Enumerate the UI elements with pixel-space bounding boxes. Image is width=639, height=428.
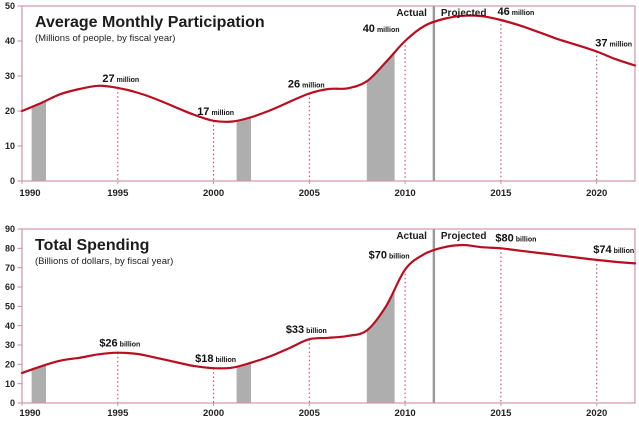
x-tick-label: 2015 [490, 408, 512, 419]
x-tick-label: 2015 [490, 188, 512, 199]
y-tick-label: 40 [5, 36, 15, 46]
x-tick-label: 2005 [299, 408, 321, 419]
x-tick-label: 2020 [586, 188, 607, 199]
chart-subtitle: (Millions of people, by fiscal year) [35, 33, 175, 44]
chart-0: 0 10 20 30 40 50 1990 1995 2000 2005 2010 2015 2020 2… [5, 1, 637, 199]
plot-border [21, 228, 636, 404]
annotation-label: 26 million [288, 79, 325, 91]
y-tick-label: 30 [5, 340, 15, 350]
y-tick-label: 20 [5, 360, 15, 370]
chart-title: Average Monthly Participation [35, 14, 265, 31]
chart-1: 0 10 20 30 40 50 60 70 80 90 1990 1995 2000 2005 2010 2… [5, 224, 637, 419]
projected-label: Projected [441, 8, 487, 19]
y-tick-label: 40 [5, 321, 15, 331]
recession-band [236, 15, 251, 181]
y-tick-label: 50 [5, 302, 15, 312]
annotation-label: $80 billion [495, 232, 536, 244]
projected-label: Projected [441, 231, 487, 242]
x-tick-label: 1990 [19, 188, 40, 199]
data-curve [20, 243, 637, 375]
x-tick-label: 2020 [586, 408, 607, 419]
chart-title: Total Spending [35, 237, 149, 254]
annotation-label: $18 billion [195, 353, 236, 365]
annotation-label: $33 billion [286, 324, 327, 336]
annotation-label: $74 billion [593, 244, 634, 256]
data-curve [20, 14, 637, 123]
annotation-label: 27 million [102, 73, 139, 85]
y-tick-label: 30 [5, 71, 15, 81]
annotation-label: $70 billion [369, 250, 410, 262]
annotation-label: $26 billion [99, 338, 140, 350]
plot-border [21, 5, 636, 182]
x-tick-label: 2010 [395, 188, 416, 199]
x-tick-label: 1990 [19, 408, 40, 419]
y-tick-label: 70 [5, 263, 15, 273]
x-tick-label: 2005 [299, 188, 321, 199]
x-tick-label: 2000 [203, 408, 224, 419]
y-tick-label: 20 [5, 106, 15, 116]
chart-subtitle: (Billions of dollars, by fiscal year) [35, 256, 173, 267]
annotation-label: 17 million [197, 106, 234, 118]
x-tick-label: 1995 [107, 188, 129, 199]
annotation-label: 37 million [595, 38, 632, 50]
actual-label: Actual [396, 8, 427, 19]
y-tick-label: 0 [10, 398, 15, 408]
y-tick-label: 90 [5, 224, 15, 234]
annotation-label: 40 million [363, 23, 400, 35]
y-tick-label: 0 [10, 176, 15, 186]
annotation-label: 46 million [497, 6, 534, 18]
x-tick-label: 2010 [395, 408, 416, 419]
y-tick-label: 60 [5, 282, 15, 292]
recession-band [236, 245, 251, 403]
y-tick-label: 10 [5, 379, 15, 389]
y-tick-label: 10 [5, 141, 15, 151]
x-tick-label: 1995 [107, 408, 129, 419]
y-tick-label: 80 [5, 244, 15, 254]
y-tick-label: 50 [5, 1, 15, 11]
actual-label: Actual [396, 231, 427, 242]
x-tick-label: 2000 [203, 188, 224, 199]
